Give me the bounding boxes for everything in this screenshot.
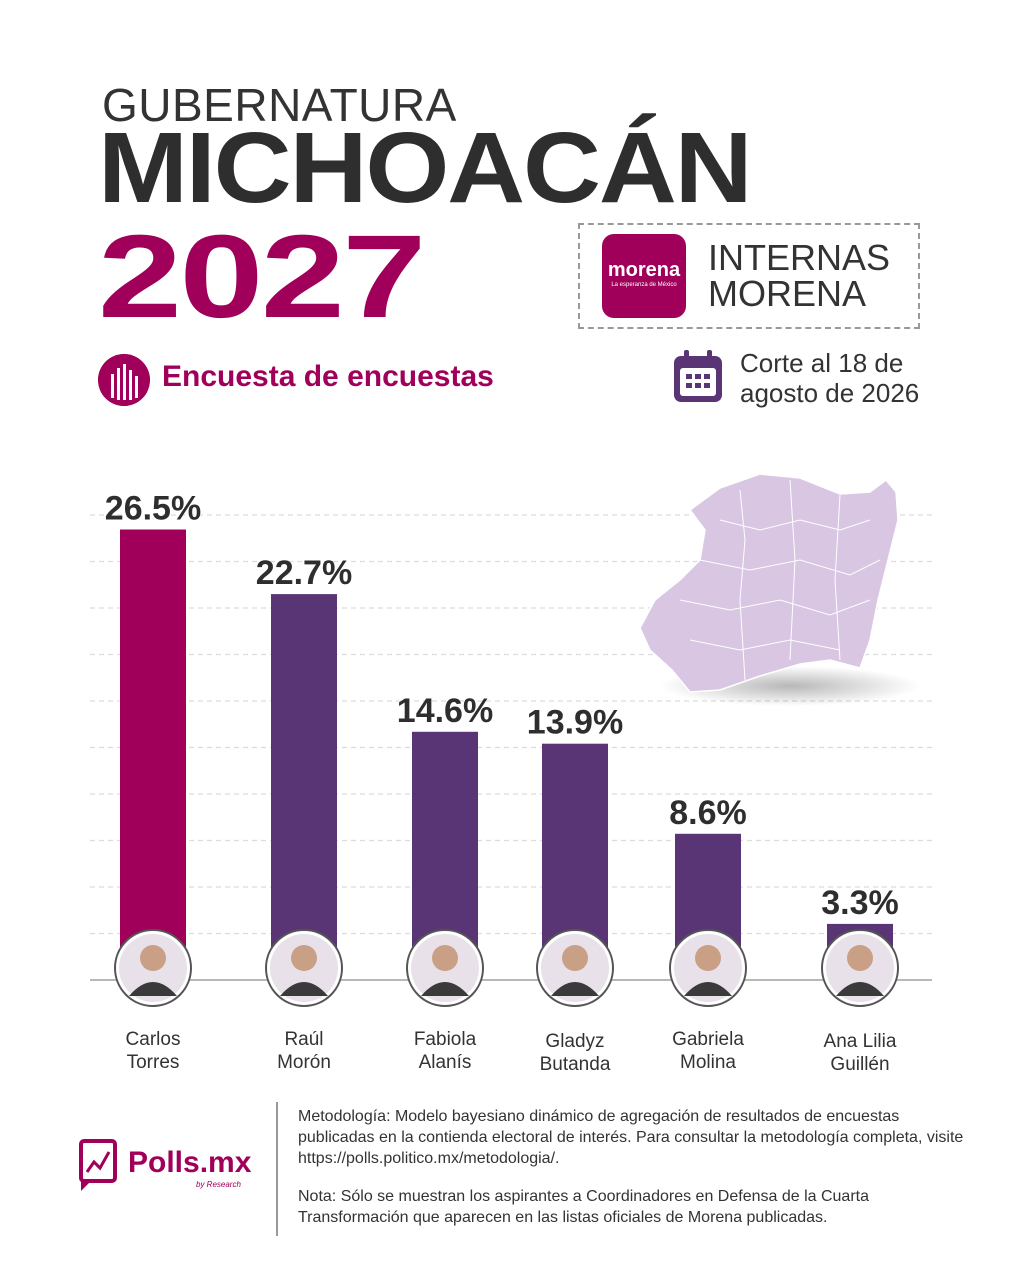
avatar-6 — [821, 929, 899, 1007]
methodology-text: Metodología: Modelo bayesiano dinámico d… — [298, 1108, 964, 1167]
cutoff-line-1: Corte al 18 de — [740, 348, 904, 378]
candidate-name-line: Butanda — [539, 1054, 611, 1075]
candidate-name-line: Morón — [277, 1052, 331, 1073]
avatar-body — [421, 982, 469, 996]
morena-logo-word: morena — [607, 259, 681, 281]
value-label-5: 8.6% — [669, 794, 747, 832]
avatars — [114, 929, 899, 1007]
calendar-icon — [674, 350, 722, 402]
candidate-name-line: Ana Lilia — [823, 1031, 897, 1052]
avatar-body — [129, 982, 177, 996]
avatar-body — [280, 982, 328, 996]
avatar-head — [140, 945, 166, 971]
morena-logo-sub: La esperanza de México — [611, 282, 677, 288]
avatar-2 — [265, 929, 343, 1007]
note-text: Nota: Sólo se muestran los aspirantes a … — [298, 1188, 869, 1226]
candidate-name-line: Carlos — [125, 1029, 181, 1050]
candidate-name-3: Fabiola Alanís — [375, 1028, 515, 1074]
brand-subtitle: by Research — [196, 1180, 241, 1189]
avatar-head — [432, 945, 458, 971]
bar-chart: 26.5% 22.7% 14.6% 13.9% 8.6% 3.3% — [90, 473, 932, 1007]
avatar-head — [562, 945, 588, 971]
avatar-body — [836, 982, 884, 996]
avatar-5 — [669, 929, 747, 1007]
bar-1 — [120, 529, 186, 980]
footer-divider — [276, 1102, 278, 1236]
avatar-3 — [406, 929, 484, 1007]
bar-chart-icon — [98, 354, 150, 406]
avatar-body — [551, 982, 599, 996]
internas-badge — [578, 223, 920, 329]
avatar-head — [847, 945, 873, 971]
cutoff-date: Corte al 18 de agosto de 2026 — [740, 348, 919, 408]
value-label-6: 3.3% — [821, 884, 899, 922]
avatar-head — [291, 945, 317, 971]
internas-line-1: INTERNAS — [708, 237, 891, 278]
value-label-1: 26.5% — [105, 490, 201, 528]
morena-logo: morena La esperanza de México — [602, 234, 686, 318]
candidate-name-1: Carlos Torres — [83, 1028, 223, 1074]
value-label-2: 22.7% — [256, 554, 352, 592]
candidate-name-line: Molina — [680, 1052, 736, 1073]
subtitle: Encuesta de encuestas — [162, 360, 494, 393]
map-boundaries — [679, 479, 881, 681]
internas-line-2: MORENA — [708, 273, 867, 314]
internas-label: INTERNAS MORENA — [708, 240, 890, 312]
candidate-name-line: Gladyz — [545, 1031, 605, 1052]
candidate-name-line: Raúl — [284, 1029, 324, 1050]
title-year: 2027 — [98, 211, 426, 343]
candidate-name-line: Alanís — [418, 1052, 472, 1073]
avatar-body — [684, 982, 732, 996]
candidate-name-line: Torres — [126, 1052, 180, 1073]
michoacan-map — [639, 473, 920, 706]
polls-logo-icon — [79, 1139, 117, 1191]
value-labels: 26.5% 22.7% 14.6% 13.9% 8.6% 3.3% — [105, 490, 899, 922]
candidate-name-line: Fabiola — [413, 1029, 477, 1050]
value-label-3: 14.6% — [397, 692, 493, 730]
title-line-1: GUBERNATURA — [102, 79, 457, 131]
candidate-name-2: Raúl Morón — [234, 1028, 374, 1074]
bar-2 — [271, 594, 337, 980]
candidate-name-6: Ana Lilia Guillén — [790, 1030, 930, 1076]
candidate-name-line: Guillén — [830, 1054, 890, 1075]
cutoff-line-2: agosto de 2026 — [740, 378, 920, 408]
candidate-name-line: Gabriela — [672, 1029, 744, 1050]
avatar-head — [695, 945, 721, 971]
avatar-4 — [536, 929, 614, 1007]
candidate-name-5: Gabriela Molina — [638, 1028, 778, 1074]
map-shape — [639, 473, 899, 693]
candidate-name-4: Gladyz Butanda — [505, 1030, 645, 1076]
brand-name: Polls.mx — [128, 1146, 252, 1179]
avatar-1 — [114, 929, 192, 1007]
title-state: MICHOACÁN — [98, 112, 753, 224]
value-label-4: 13.9% — [527, 704, 623, 742]
